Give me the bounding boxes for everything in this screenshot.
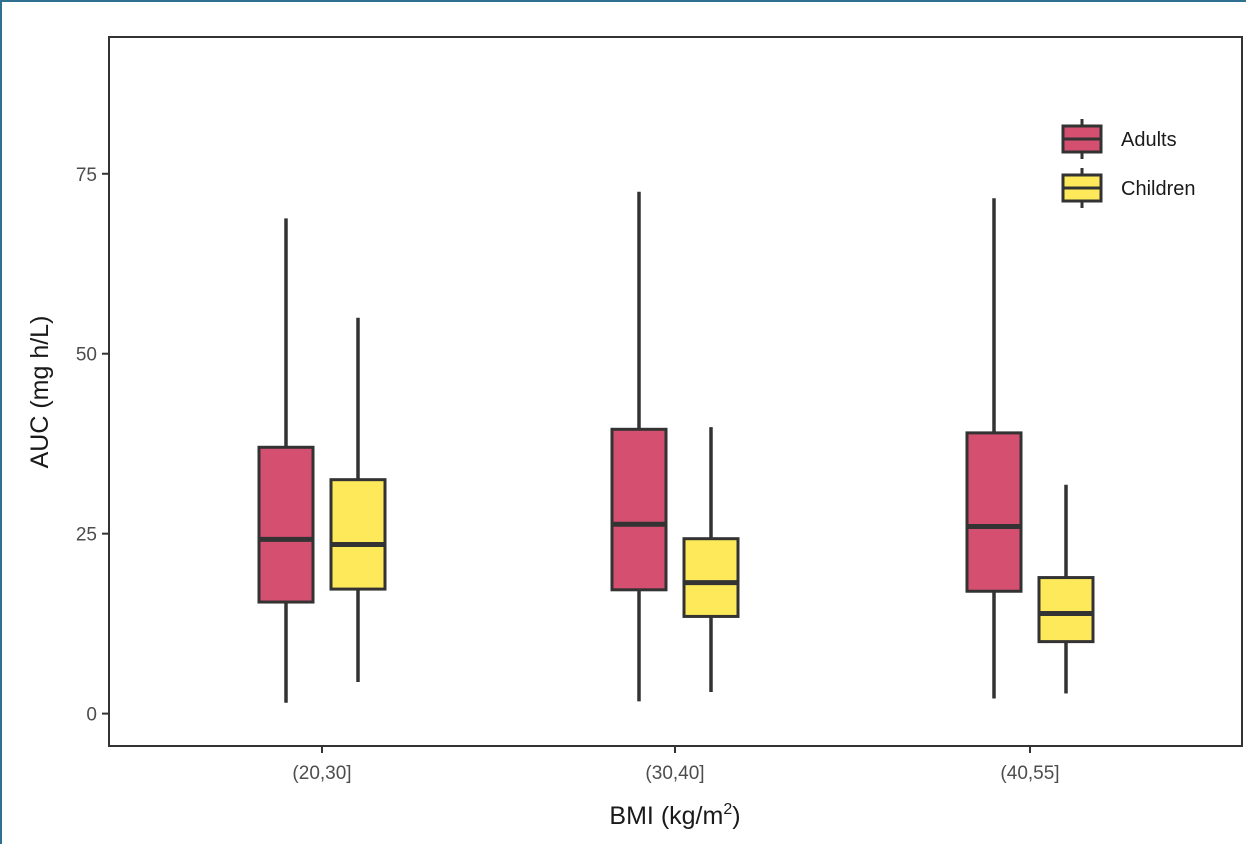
y-tick-label-0: 0 [86, 705, 97, 726]
y-axis: 0 25 50 75 [76, 165, 109, 726]
x-tick-label-2: (40,55] [1000, 763, 1059, 784]
box-children-0 [329, 317, 387, 682]
box-body [257, 445, 315, 604]
x-axis-title-main: BMI (kg/m [609, 802, 723, 830]
box-children-2 [1037, 484, 1095, 694]
box-adults-2 [965, 198, 1023, 699]
x-tick-label-0: (20,30] [292, 763, 351, 784]
box-body [1037, 576, 1095, 644]
x-axis-title: BMI (kg/m2) [609, 801, 740, 830]
x-tick-label-1: (30,40] [645, 763, 704, 784]
legend: Adults Children [1061, 119, 1195, 208]
box-children-1 [682, 427, 740, 693]
y-axis-title: AUC (mg h/L) [26, 316, 54, 469]
box-body [682, 537, 740, 618]
legend-key-adults [1061, 119, 1103, 159]
box-adults-1 [610, 191, 668, 702]
legend-label-adults: Adults [1121, 129, 1177, 151]
box-series [257, 191, 1095, 703]
box-body [329, 478, 387, 591]
legend-key-children [1061, 168, 1103, 208]
x-axis: (20,30] (30,40] (40,55] [292, 746, 1060, 784]
box-body [965, 431, 1023, 593]
y-tick-label-1: 25 [76, 525, 97, 546]
box-body [610, 427, 668, 592]
box-adults-0 [257, 218, 315, 703]
x-axis-title-suffix: ) [732, 802, 740, 830]
legend-label-children: Children [1121, 178, 1195, 200]
x-axis-title-superscript: 2 [723, 801, 732, 818]
y-tick-label-3: 75 [76, 165, 97, 186]
y-tick-label-2: 50 [76, 345, 97, 366]
